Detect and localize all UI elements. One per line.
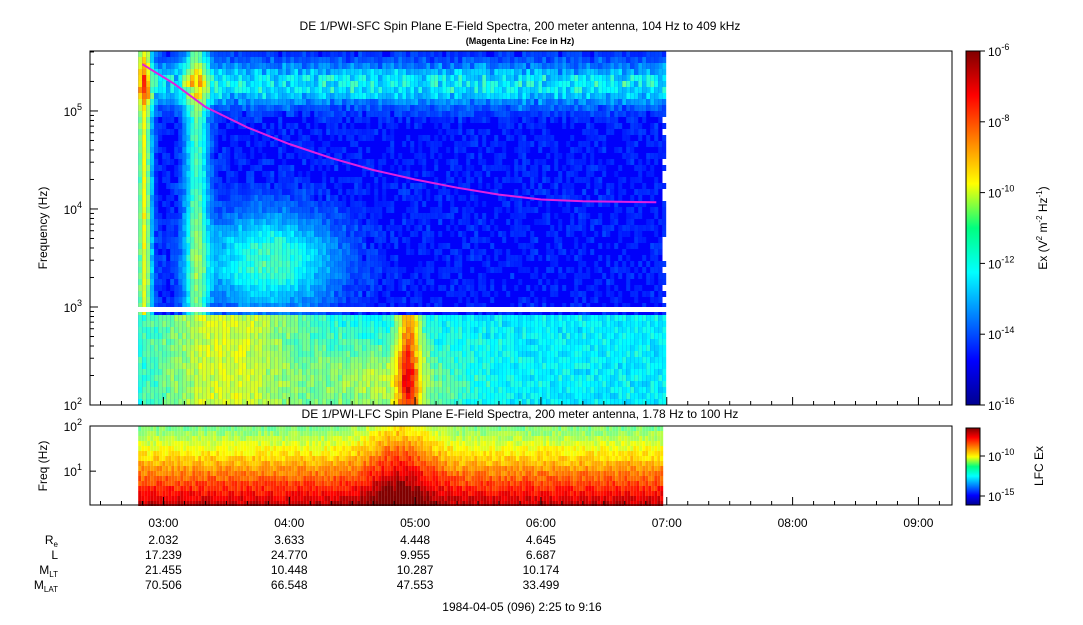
sfc-y-tick-label: 104 (64, 200, 82, 217)
ephemeris-value: 17.239 (145, 548, 182, 562)
sfc-colorbar-tick-label: 10-8 (988, 113, 1009, 130)
ephemeris-value: 10.287 (397, 563, 434, 577)
lfc-y-tick-label: 102 (64, 417, 82, 434)
ephemeris-value: 21.455 (145, 563, 182, 577)
lfc-colorbar-label: LFC Ex (1032, 446, 1046, 486)
ephemeris-value: 10.448 (271, 563, 308, 577)
sfc-colorbar: 10-6 10-8 10-10 10-12 10-14 10-16 Ex (V2 m-2 … (965, 42, 1050, 413)
ephemeris-value: 33.499 (523, 578, 560, 592)
ephemeris-value: 6.687 (526, 548, 556, 562)
lfc-colorbar-tick-label: 10-15 (988, 487, 1014, 504)
time-axis: 03:00 04:00 05:00 06:00 07:00 08:00 09:00 (99, 397, 940, 530)
sfc-colorbar-tick-label: 10-6 (988, 42, 1009, 59)
sfc-y-label: Frequency (Hz) (36, 187, 50, 270)
ephemeris-row-label: MLAT (34, 578, 58, 594)
lfc-title: DE 1/PWI-LFC Spin Plane E-Field Spectra,… (302, 407, 739, 421)
lfc-colorbar-ticks: 10-10 10-15 (980, 447, 1014, 504)
time-tick-label: 09:00 (903, 516, 933, 530)
sfc-colorbar-ticks: 10-6 10-8 10-10 10-12 10-14 10-16 (980, 42, 1014, 413)
lfc-spectrogram-cells (138, 426, 664, 506)
ephemeris-value: 3.633 (274, 533, 304, 547)
sfc-y-tick-label: 105 (64, 102, 82, 119)
sfc-subtitle: (Magenta Line: Fce in Hz) (466, 36, 575, 46)
time-tick-label: 06:00 (526, 516, 556, 530)
lfc-y-axis: 101 102 (64, 417, 96, 479)
sfc-colorbar-gradient (965, 50, 981, 406)
lfc-y-tick-label: 101 (64, 462, 82, 479)
sfc-spectrogram-panel (89, 50, 953, 406)
sfc-colorbar-tick-label: 10-10 (988, 184, 1014, 201)
sfc-y-axis: 102 103 104 105 (64, 51, 98, 413)
time-tick-label: 08:00 (778, 516, 808, 530)
time-tick-label: 03:00 (148, 516, 178, 530)
lfc-y-label: Freq (Hz) (36, 441, 50, 492)
sfc-colorbar-tick-label: 10-12 (988, 254, 1014, 271)
lfc-colorbar-gradient (965, 427, 981, 506)
ephemeris-value: 4.645 (526, 533, 556, 547)
sfc-data-gap (90, 307, 952, 312)
ephemeris-value: 9.955 (400, 548, 430, 562)
sfc-colorbar-label: Ex (V2 m-2 Hz-1) (1035, 186, 1050, 269)
time-tick-label: 07:00 (652, 516, 682, 530)
lfc-colorbar: 10-10 10-15 LFC Ex (965, 427, 1046, 506)
sfc-colorbar-tick-label: 10-16 (988, 396, 1014, 413)
fce-line (141, 63, 657, 204)
lfc-colorbar-tick-label: 10-10 (988, 447, 1014, 464)
ephemeris-value: 70.506 (145, 578, 182, 592)
ephemeris-row-label: L (51, 548, 58, 562)
lfc-spectrogram-panel (89, 425, 953, 506)
sfc-spectrogram-cells (138, 51, 667, 405)
ephemeris-row-label: Re (45, 533, 59, 549)
ephemeris-value: 47.553 (397, 578, 434, 592)
ephemeris-value: 24.770 (271, 548, 308, 562)
ephemeris-row-label: MLT (39, 563, 58, 579)
ephemeris-table: Re 2.032 3.633 4.448 4.645 L 17.239 24.770 9.955… (34, 533, 560, 594)
sfc-title: DE 1/PWI-SFC Spin Plane E-Field Spectra,… (300, 19, 741, 33)
sfc-y-tick-label: 102 (64, 396, 82, 413)
ephemeris-value: 66.548 (271, 578, 308, 592)
time-tick-label: 05:00 (400, 516, 430, 530)
sfc-colorbar-tick-label: 10-14 (988, 325, 1014, 342)
time-tick-label: 04:00 (274, 516, 304, 530)
time-range-caption: 1984-04-05 (096) 2:25 to 9:16 (442, 600, 602, 614)
ephemeris-value: 4.448 (400, 533, 430, 547)
ephemeris-value: 2.032 (148, 533, 178, 547)
ephemeris-value: 10.174 (523, 563, 560, 577)
sfc-y-tick-label: 103 (64, 298, 82, 315)
